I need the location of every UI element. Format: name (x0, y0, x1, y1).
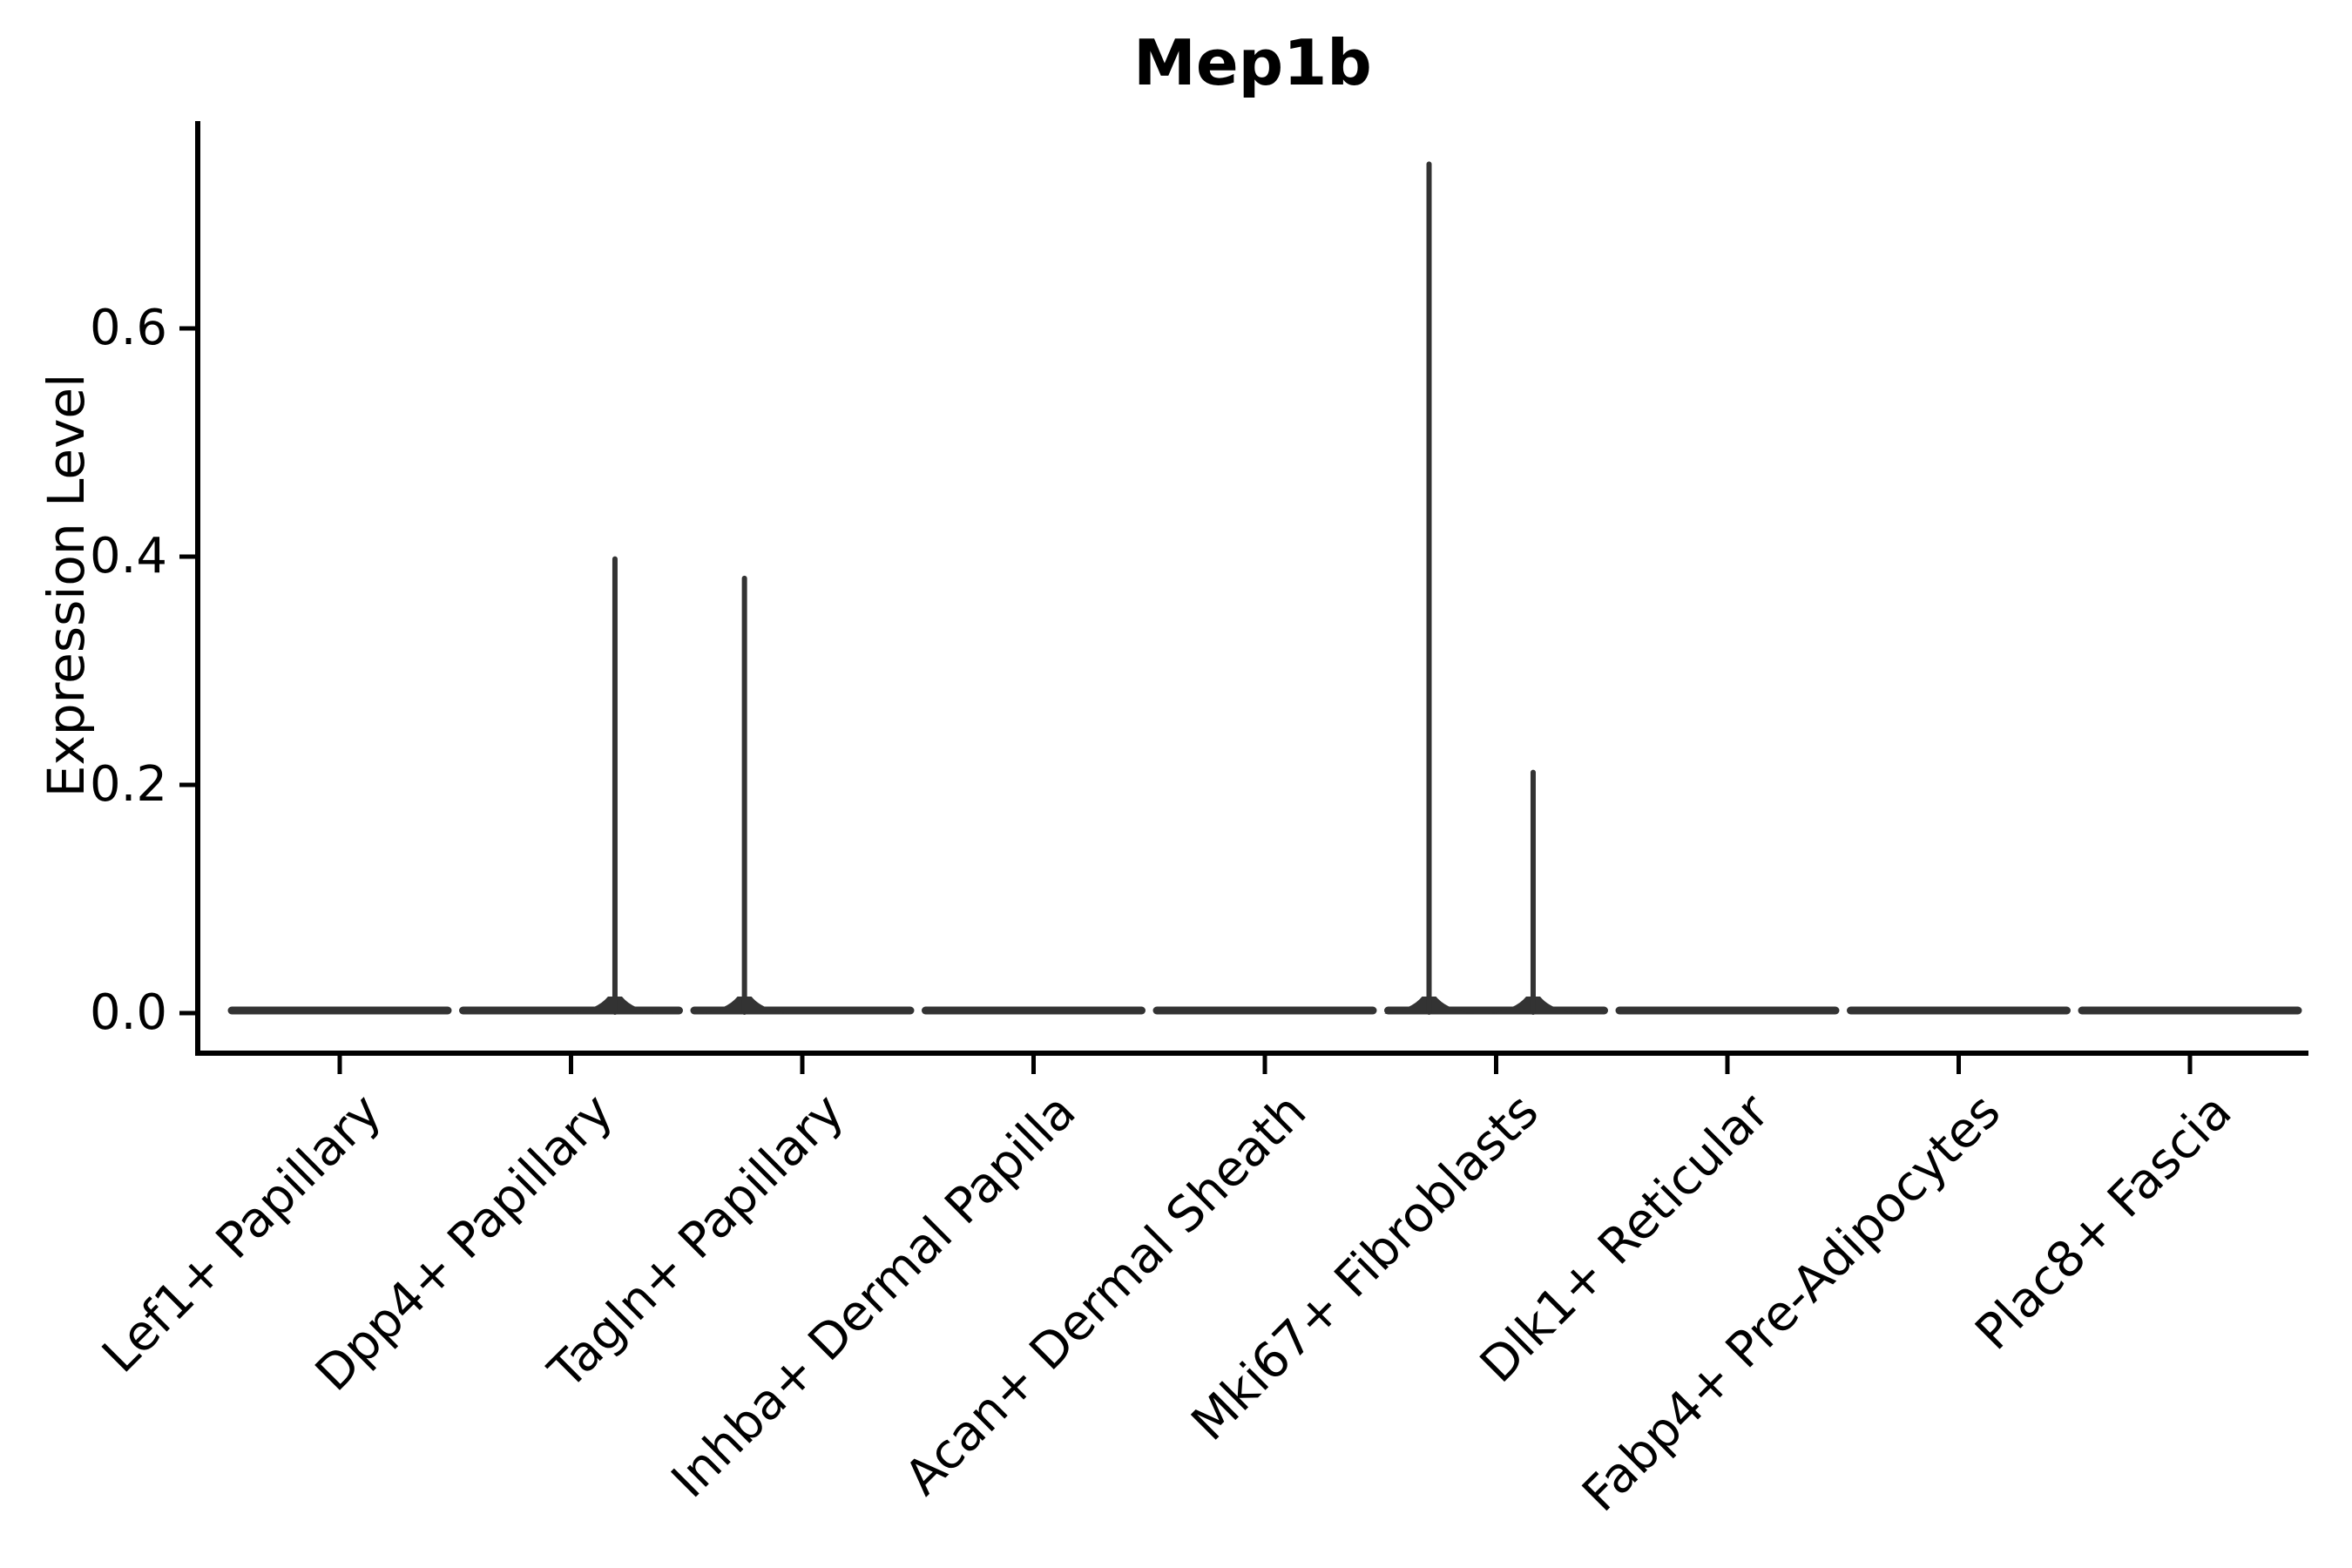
y-tick-label: 0.4 (89, 528, 167, 585)
y-tick-label: 0.0 (89, 984, 167, 1041)
y-tick-label: 0.2 (89, 756, 167, 813)
y-tick-label: 0.6 (89, 300, 167, 356)
chart-title: Mep1b (1133, 26, 1372, 99)
